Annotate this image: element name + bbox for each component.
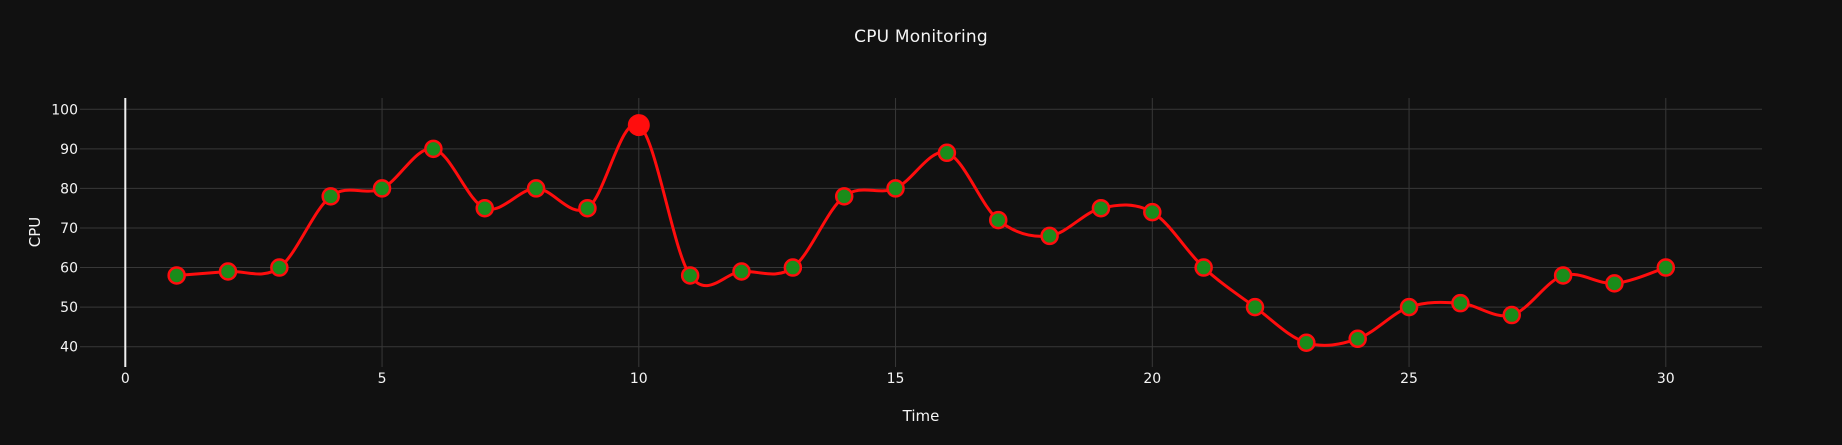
data-point[interactable] — [732, 262, 751, 281]
data-point[interactable] — [1091, 198, 1111, 218]
x-tick-label: 25 — [1400, 371, 1418, 387]
data-point[interactable] — [167, 266, 186, 285]
data-point[interactable] — [424, 139, 443, 159]
data-point[interactable] — [989, 210, 1008, 230]
tick-labels: 40 50 60 70 80 90 100 0 5 10 15 20 25 30 — [51, 102, 1674, 387]
x-tick-label: 0 — [121, 371, 130, 387]
data-point[interactable] — [372, 179, 392, 198]
data-point[interactable] — [937, 143, 957, 163]
data-point[interactable] — [1502, 305, 1521, 325]
x-axis-label: Time — [902, 407, 940, 425]
data-point[interactable] — [1245, 297, 1265, 317]
data-point[interactable] — [1451, 293, 1470, 313]
chart-title: CPU Monitoring — [854, 27, 988, 47]
data-point[interactable] — [1656, 258, 1676, 277]
x-tick-label: 15 — [887, 371, 905, 387]
data-point[interactable] — [783, 258, 803, 277]
data-point[interactable] — [578, 198, 597, 218]
x-tick-label: 5 — [378, 371, 387, 387]
x-tick-label: 20 — [1143, 371, 1161, 387]
highlighted-data-point[interactable] — [627, 114, 650, 137]
data-point[interactable] — [1297, 333, 1316, 352]
gridlines — [80, 98, 1762, 367]
data-point[interactable] — [218, 262, 238, 281]
data-point[interactable] — [1605, 274, 1624, 293]
data-point[interactable] — [886, 179, 905, 198]
y-tick-label: 70 — [60, 221, 78, 237]
series-cpu — [167, 114, 1676, 352]
y-tick-label: 60 — [60, 261, 78, 277]
data-point[interactable] — [1194, 258, 1213, 277]
data-point[interactable] — [680, 266, 700, 285]
data-point[interactable] — [321, 187, 340, 206]
data-point[interactable] — [270, 258, 289, 277]
x-tick-label: 30 — [1657, 371, 1675, 387]
data-point[interactable] — [1399, 297, 1419, 317]
y-tick-label: 80 — [60, 181, 78, 197]
data-point[interactable] — [1040, 226, 1059, 246]
y-axis-label: CPU — [26, 216, 44, 248]
y-tick-label: 40 — [60, 340, 78, 356]
data-point[interactable] — [1143, 202, 1162, 222]
y-tick-label: 100 — [51, 102, 78, 118]
data-point[interactable] — [1553, 266, 1573, 285]
y-tick-label: 50 — [60, 300, 78, 316]
series-line — [176, 122, 1667, 347]
data-point[interactable] — [526, 179, 546, 198]
data-point[interactable] — [834, 187, 854, 206]
y-tick-label: 90 — [60, 142, 78, 158]
x-tick-label: 10 — [630, 371, 648, 387]
data-point[interactable] — [475, 198, 494, 218]
data-point[interactable] — [1348, 329, 1367, 349]
